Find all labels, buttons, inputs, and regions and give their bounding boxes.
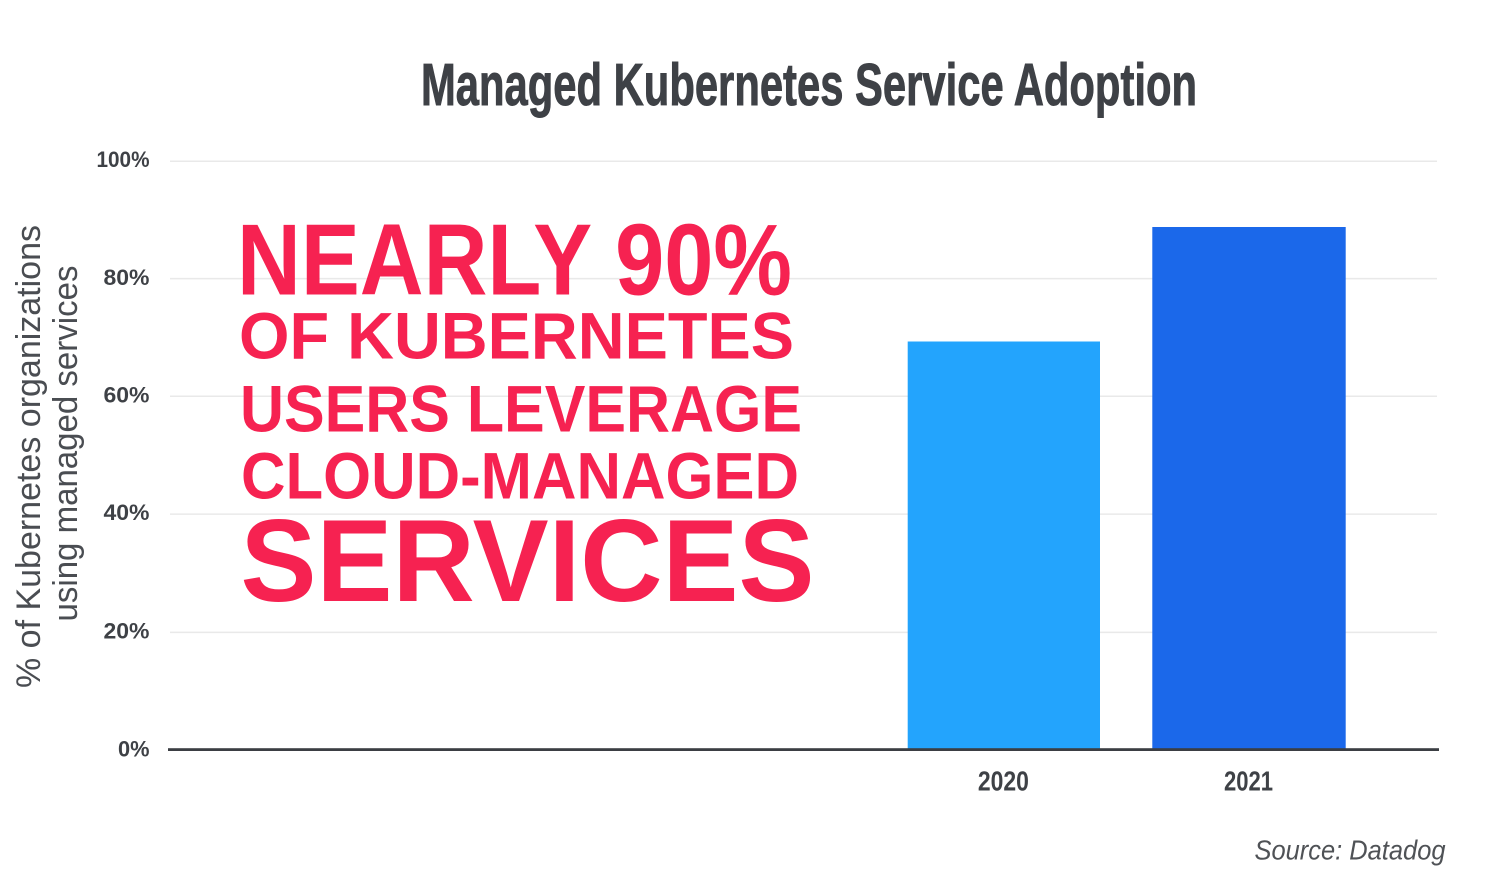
svg-text:0%: 0% bbox=[118, 737, 150, 762]
svg-text:USERS LEVERAGE: USERS LEVERAGE bbox=[240, 372, 802, 446]
svg-text:Source: Datadog: Source: Datadog bbox=[1255, 835, 1446, 866]
svg-text:OF KUBERNETES: OF KUBERNETES bbox=[239, 299, 794, 373]
svg-text:% of Kubernetes organizations: % of Kubernetes organizations bbox=[10, 225, 48, 688]
svg-text:NEARLY 90%: NEARLY 90% bbox=[237, 203, 792, 317]
svg-text:CLOUD-MANAGED: CLOUD-MANAGED bbox=[241, 439, 799, 513]
svg-text:2020: 2020 bbox=[978, 766, 1029, 797]
svg-text:using managed services: using managed services bbox=[47, 266, 85, 622]
svg-text:SERVICES: SERVICES bbox=[241, 495, 815, 626]
svg-text:2021: 2021 bbox=[1224, 766, 1273, 797]
svg-text:100%: 100% bbox=[97, 147, 150, 172]
svg-text:80%: 80% bbox=[104, 265, 150, 290]
svg-text:40%: 40% bbox=[104, 500, 150, 525]
svg-text:60%: 60% bbox=[104, 382, 150, 407]
svg-text:Managed Kubernetes Service Ado: Managed Kubernetes Service Adoption bbox=[421, 52, 1197, 118]
svg-text:20%: 20% bbox=[104, 619, 150, 644]
